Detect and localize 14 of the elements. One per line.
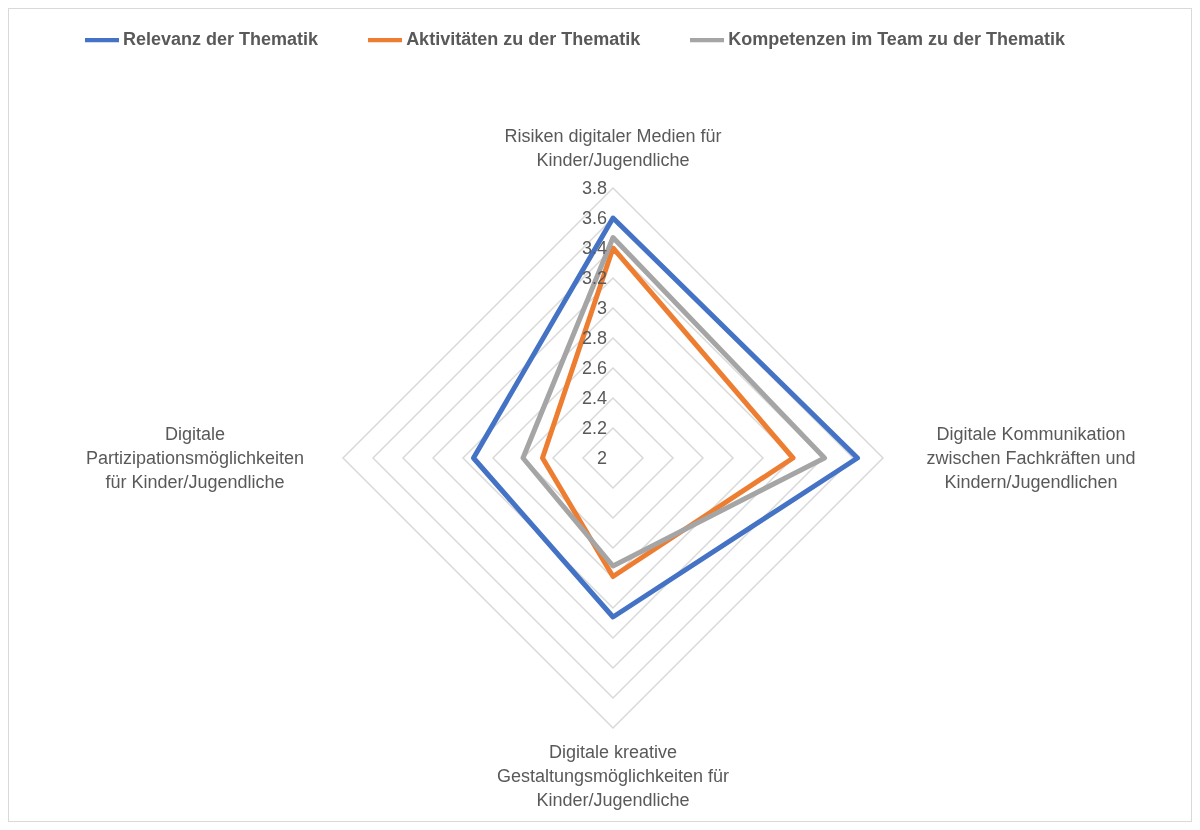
y-tick-label: 3.6 [581, 208, 607, 228]
y-tick-label: 2.4 [581, 388, 607, 408]
y-tick-label: 3 [596, 298, 607, 318]
y-tick-label: 2.2 [581, 418, 607, 438]
y-tick-label: 3.8 [581, 178, 607, 198]
legend-label: Aktivitäten zu der Thematik [406, 28, 641, 49]
y-tick-label: 2.6 [581, 358, 607, 378]
spoke-label: Digitale Partizipationsmöglichkeiten für Kinder/Jugendliche [85, 424, 305, 492]
legend-label: Relevanz der Thematik [123, 28, 319, 49]
spoke-label: Risiken digitaler Medien für Kinder/Jugendliche [504, 126, 722, 170]
spoke-label: Digitale kreative Gestaltungsmöglichkeiten für Kinder/Jugendliche [496, 742, 730, 810]
y-tick-label: 2 [596, 448, 607, 468]
legend-label: Kompetenzen im Team zu der Thematik [728, 28, 1065, 49]
spoke-label: Digitale Kommunikation zwischen Fachkräften und Kindern/Jugendlichen [926, 424, 1136, 492]
